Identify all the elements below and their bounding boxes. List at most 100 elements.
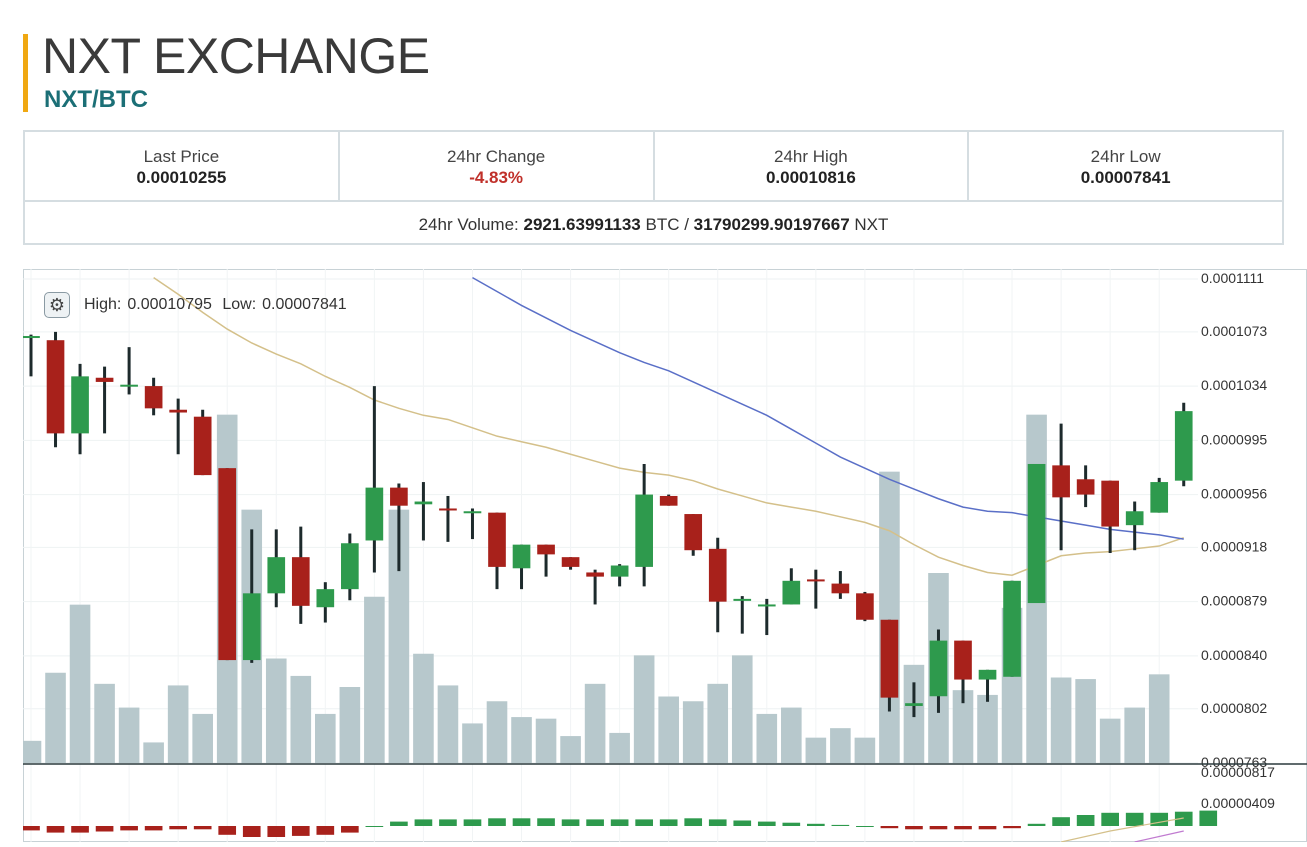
stat-label: 24hr Change: [446, 147, 546, 166]
macd-bar: [905, 826, 923, 830]
candle-body: [708, 548, 727, 602]
macd-tick-label: 0.00000409: [1201, 795, 1275, 811]
macd-bar: [439, 819, 457, 826]
price-tick-label: 0.0001034: [1201, 377, 1267, 393]
chart-high-label: High:: [84, 296, 122, 313]
macd-bar: [708, 819, 727, 826]
volume-bar: [1075, 679, 1096, 763]
title-accent-bar: [23, 34, 28, 112]
stat-last-price: Last Price 0.00010255: [25, 132, 340, 200]
volume-nxt-unit: NXT: [854, 215, 889, 234]
volume-bar: [756, 713, 778, 763]
candle-body: [635, 494, 653, 567]
macd-bar: [954, 826, 972, 830]
volume-bar: [879, 471, 900, 763]
candle-body: [905, 703, 923, 706]
candle-body: [954, 640, 972, 680]
candle-body: [757, 604, 776, 607]
volume-bar: [143, 742, 164, 763]
volume-bar: [167, 685, 189, 763]
volume-bar: [609, 732, 630, 763]
candle-body: [831, 583, 850, 594]
macd-bar: [512, 818, 531, 826]
macd-bar: [71, 826, 89, 833]
stat-label: 24hr High: [774, 147, 848, 166]
macd-bar: [463, 819, 482, 826]
volume-btc: 2921.63991133: [523, 215, 641, 234]
volume-bar: [1148, 674, 1170, 763]
stat-value: 0.00010816: [765, 168, 856, 187]
candle-body: [390, 487, 408, 506]
market-stats-panel: Last Price 0.00010255 24hr Change -4.83%…: [23, 130, 1284, 245]
volume-bar: [977, 694, 998, 763]
ma-slow-line: [472, 276, 1184, 540]
volume-btc-unit: BTC /: [645, 215, 689, 234]
candle-body: [659, 495, 678, 506]
volume-bar: [952, 690, 974, 763]
macd-bar: [1199, 810, 1218, 826]
chart-canvas[interactable]: 0.0001111 0.0001073 0.0001034 0.0000995 0.00…: [20, 269, 1307, 843]
candle-body: [880, 619, 899, 698]
macd-bar: [856, 826, 874, 827]
volume-bar: [339, 687, 361, 763]
macd-bar: [46, 826, 65, 833]
volume-bar: [413, 653, 434, 763]
candle-body: [439, 508, 457, 511]
volume-bar: [830, 728, 851, 763]
volume-bar: [1124, 707, 1145, 763]
macd-bar: [120, 826, 138, 831]
candle-body: [71, 376, 89, 434]
price-tick-label: 0.0000802: [1201, 700, 1267, 716]
macd-bar: [733, 820, 752, 826]
macd-bar: [635, 819, 653, 826]
price-tick-label: 0.0000918: [1201, 538, 1267, 554]
macd-bar: [291, 826, 310, 836]
macd-bar: [782, 822, 801, 826]
candle-body: [1150, 482, 1169, 513]
candle-body: [463, 511, 482, 514]
candle-body: [22, 336, 40, 339]
candle-body: [856, 593, 874, 620]
chart-info-bar: ⚙ High: 0.00010795 Low: 0.00007841: [44, 292, 353, 318]
candle-body: [267, 557, 286, 594]
gear-icon[interactable]: ⚙: [44, 292, 70, 318]
macd-bar: [95, 826, 114, 832]
macd-bar: [390, 821, 408, 826]
chart-low-label: Low:: [222, 296, 257, 313]
ma-fast-line: [153, 276, 1184, 577]
volume-bar: [633, 655, 655, 763]
candle-body: [537, 544, 555, 555]
macd-bar: [807, 823, 825, 826]
macd-bar: [218, 826, 237, 835]
volume-bar: [388, 509, 410, 763]
stat-value: -4.83%: [469, 168, 524, 187]
volume-label: 24hr Volume:: [418, 215, 519, 234]
macd-bar: [586, 819, 604, 826]
macd-bar: [193, 826, 212, 830]
volume-bar: [1050, 677, 1072, 763]
macd-bar: [488, 818, 506, 826]
stat-24hr-low: 24hr Low 0.00007841: [969, 132, 1282, 200]
volume-bar: [854, 737, 876, 763]
macd-bar: [537, 818, 555, 826]
volume-bar: [437, 685, 459, 763]
candle-body: [1125, 511, 1144, 526]
stat-value: 0.00007841: [1080, 168, 1171, 187]
volume-bar: [364, 596, 385, 763]
price-chart[interactable]: 0.0001111 0.0001073 0.0001034 0.0000995 0.00…: [20, 269, 1307, 843]
macd-bar: [242, 826, 261, 837]
pair-label: NXT/BTC: [44, 86, 148, 113]
candle-body: [169, 409, 187, 413]
volume-bar: [682, 701, 704, 763]
candle-body: [1027, 463, 1046, 604]
macd-bar: [978, 826, 997, 830]
candle-body: [807, 579, 825, 582]
candle-body: [1052, 465, 1070, 498]
price-tick-label: 0.0001111: [1201, 270, 1264, 286]
candle-body: [193, 416, 212, 476]
stat-24hr-high: 24hr High 0.00010816: [655, 132, 970, 200]
volume-bar: [45, 672, 66, 763]
macd-bar: [831, 824, 850, 826]
price-tick-label: 0.0000956: [1201, 486, 1267, 502]
macd-bar: [880, 826, 899, 829]
